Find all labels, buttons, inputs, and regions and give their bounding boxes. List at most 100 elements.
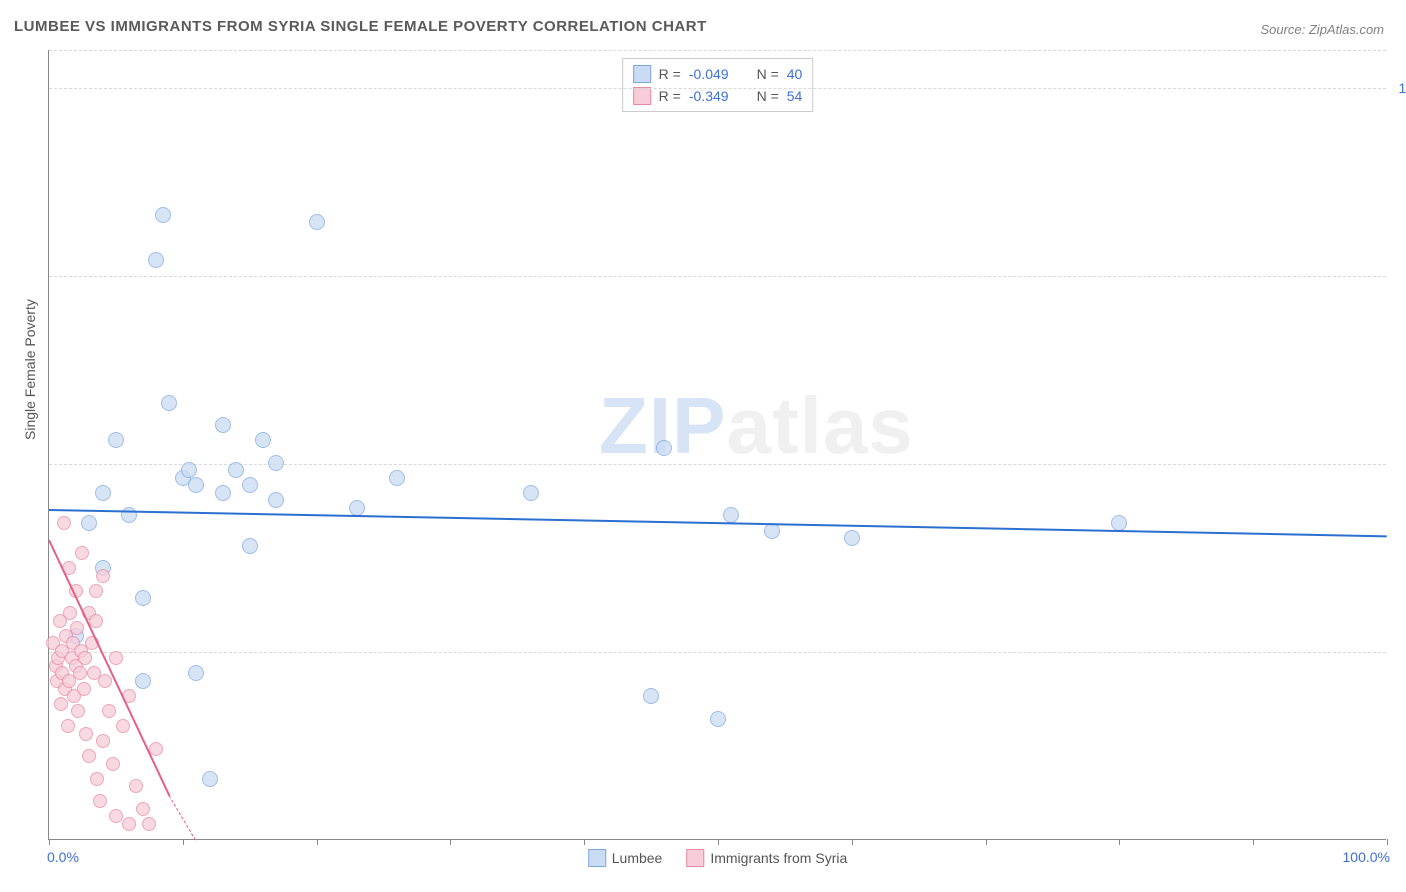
scatter-point	[98, 674, 112, 688]
chart-title: LUMBEE VS IMMIGRANTS FROM SYRIA SINGLE F…	[14, 18, 707, 35]
gridline	[49, 50, 1386, 51]
legend-label: Immigrants from Syria	[710, 850, 847, 866]
x-tick	[183, 839, 184, 845]
scatter-point	[135, 673, 151, 689]
scatter-point	[106, 757, 120, 771]
scatter-point	[109, 809, 123, 823]
x-tick	[718, 839, 719, 845]
gridline	[49, 464, 1386, 465]
scatter-point	[82, 749, 96, 763]
scatter-point	[63, 606, 77, 620]
scatter-point	[57, 516, 71, 530]
scatter-point	[268, 455, 284, 471]
scatter-point	[148, 252, 164, 268]
x-tick-label-100: 100.0%	[1343, 849, 1390, 865]
scatter-point	[95, 485, 111, 501]
x-tick	[49, 839, 50, 845]
scatter-point	[188, 477, 204, 493]
x-tick	[584, 839, 585, 845]
scatter-point	[116, 719, 130, 733]
r-label: R =	[659, 88, 681, 104]
scatter-point	[75, 546, 89, 560]
y-tick-label: 25.0%	[1391, 644, 1406, 660]
r-value: -0.349	[689, 88, 729, 104]
legend-swatch	[686, 849, 704, 867]
legend-swatch	[633, 87, 651, 105]
scatter-point	[108, 432, 124, 448]
scatter-point	[102, 704, 116, 718]
scatter-point	[71, 704, 85, 718]
scatter-point	[89, 584, 103, 598]
scatter-point	[93, 794, 107, 808]
plot-area: ZIPatlas R = -0.049N = 40R = -0.349N = 5…	[48, 50, 1386, 840]
r-label: R =	[659, 66, 681, 82]
gridline	[49, 88, 1386, 89]
scatter-point	[710, 711, 726, 727]
r-value: -0.049	[689, 66, 729, 82]
scatter-point	[155, 207, 171, 223]
x-tick	[1387, 839, 1388, 845]
scatter-point	[96, 569, 110, 583]
scatter-point	[188, 665, 204, 681]
scatter-point	[135, 590, 151, 606]
scatter-point	[242, 477, 258, 493]
x-tick	[450, 839, 451, 845]
n-value: 54	[787, 88, 803, 104]
x-tick	[1119, 839, 1120, 845]
scatter-point	[96, 734, 110, 748]
scatter-point	[181, 462, 197, 478]
y-tick-label: 100.0%	[1391, 80, 1406, 96]
legend-swatch	[633, 65, 651, 83]
scatter-point	[161, 395, 177, 411]
scatter-point	[90, 772, 104, 786]
x-tick	[986, 839, 987, 845]
scatter-point	[109, 651, 123, 665]
scatter-point	[78, 651, 92, 665]
y-tick-label: 75.0%	[1391, 268, 1406, 284]
source-attribution: Source: ZipAtlas.com	[1260, 22, 1384, 37]
legend-label: Lumbee	[612, 850, 663, 866]
legend-swatch	[588, 849, 606, 867]
y-tick-label: 50.0%	[1391, 456, 1406, 472]
scatter-point	[136, 802, 150, 816]
scatter-point	[79, 727, 93, 741]
scatter-point	[723, 507, 739, 523]
x-tick	[1253, 839, 1254, 845]
scatter-point	[523, 485, 539, 501]
scatter-point	[70, 621, 84, 635]
scatter-point	[215, 417, 231, 433]
scatter-point	[1111, 515, 1127, 531]
x-tick	[317, 839, 318, 845]
trend-line-dashed	[169, 795, 197, 841]
trend-line	[49, 509, 1387, 537]
legend-stats: R = -0.049 N = 40 R = -0.349 N = 54	[622, 58, 814, 112]
gridline	[49, 652, 1386, 653]
scatter-point	[255, 432, 271, 448]
scatter-point	[81, 515, 97, 531]
scatter-point	[389, 470, 405, 486]
scatter-point	[309, 214, 325, 230]
n-label: N =	[757, 66, 779, 82]
scatter-point	[228, 462, 244, 478]
legend-stats-row: R = -0.049 N = 40	[633, 63, 803, 85]
scatter-point	[61, 719, 75, 733]
n-value: 40	[787, 66, 803, 82]
scatter-point	[215, 485, 231, 501]
x-tick-label-0: 0.0%	[47, 849, 79, 865]
legend-item: Immigrants from Syria	[686, 849, 847, 867]
scatter-point	[89, 614, 103, 628]
legend-item: Lumbee	[588, 849, 663, 867]
scatter-point	[643, 688, 659, 704]
scatter-point	[268, 492, 284, 508]
scatter-point	[242, 538, 258, 554]
y-axis-label: Single Female Poverty	[22, 299, 38, 440]
scatter-point	[73, 666, 87, 680]
n-label: N =	[757, 88, 779, 104]
scatter-point	[142, 817, 156, 831]
scatter-point	[656, 440, 672, 456]
scatter-point	[54, 697, 68, 711]
scatter-point	[77, 682, 91, 696]
scatter-point	[122, 817, 136, 831]
scatter-point	[349, 500, 365, 516]
gridline	[49, 276, 1386, 277]
